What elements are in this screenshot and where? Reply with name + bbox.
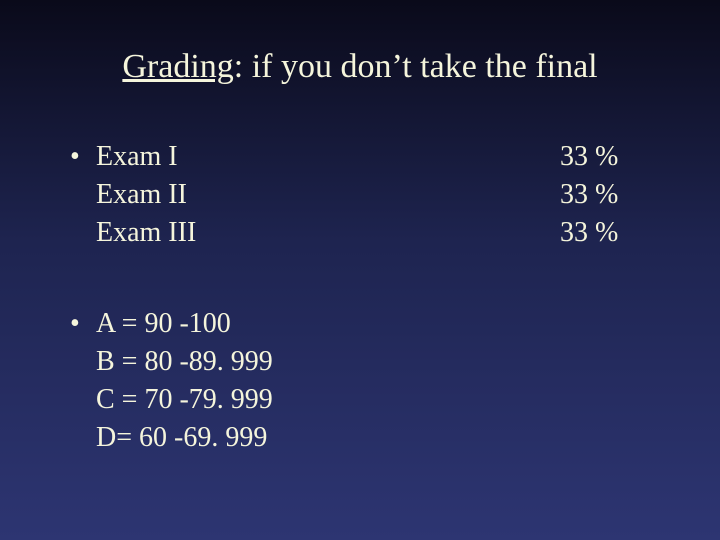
grade-scale-group: • A = 90 -100 B = 80 -89. 999 C = 70 -79… (70, 305, 660, 456)
exam-value: 33 % (560, 176, 660, 214)
list-item: Exam III 33 % (70, 214, 660, 252)
exam-value: 33 % (560, 214, 660, 252)
bullet-icon: • (70, 305, 96, 343)
grade-line: A = 90 -100 (96, 305, 660, 343)
list-item: Exam II 33 % (70, 176, 660, 214)
slide-body: • Exam I 33 % Exam II 33 % Exam III 33 %… (60, 138, 660, 457)
exam-weights-group: • Exam I 33 % Exam II 33 % Exam III 33 % (70, 138, 660, 251)
slide-title: Grading: if you don’t take the final (60, 48, 660, 86)
title-rest: : if you don’t take the final (234, 48, 598, 85)
list-item: • A = 90 -100 (70, 305, 660, 343)
exam-label: Exam I (96, 138, 560, 176)
list-item: • Exam I 33 % (70, 138, 660, 176)
grade-line: D= 60 -69. 999 (70, 419, 660, 457)
title-underlined: Grading (122, 48, 233, 85)
exam-label: Exam III (96, 214, 560, 252)
exam-value: 33 % (560, 138, 660, 176)
exam-label: Exam II (96, 176, 560, 214)
grade-line: B = 80 -89. 999 (70, 343, 660, 381)
grade-line: C = 70 -79. 999 (70, 381, 660, 419)
slide: Grading: if you don’t take the final • E… (0, 0, 720, 540)
bullet-icon: • (70, 138, 96, 176)
